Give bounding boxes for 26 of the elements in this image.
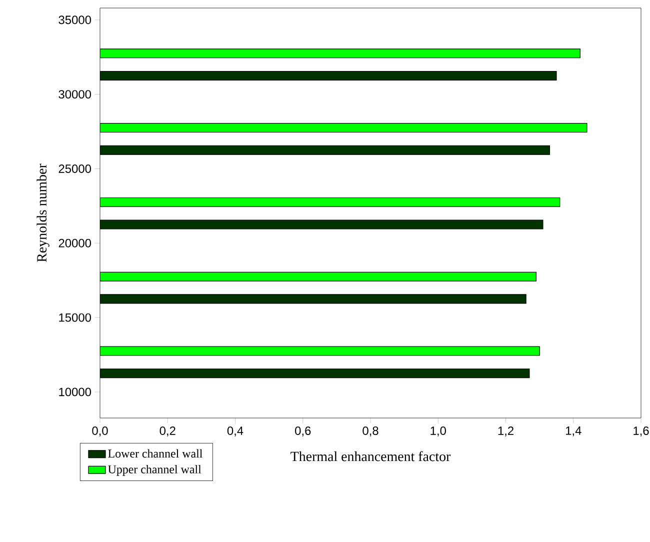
y-tick-label: 30000 xyxy=(58,90,92,99)
x-tick-label: 0,0 xyxy=(92,426,108,436)
y-tick-label: 10000 xyxy=(59,388,92,396)
bar xyxy=(100,48,580,58)
x-tick-label: 1,4 xyxy=(566,426,582,436)
x-axis-title: Thermal enhancement factor xyxy=(290,451,451,462)
bar xyxy=(100,123,588,133)
y-tick-label: 15000 xyxy=(59,313,92,322)
x-tick-label: 1,2 xyxy=(498,426,514,436)
legend-label: Upper channel wall xyxy=(108,464,202,476)
x-tick-label: 1,0 xyxy=(430,426,446,436)
y-axis-title: Reynolds number xyxy=(36,164,50,262)
y-tick-label: 25000 xyxy=(58,164,92,173)
legend-label: Lower channel wall xyxy=(108,449,202,458)
bar xyxy=(100,145,550,155)
y-tick-label: 35000 xyxy=(58,16,92,24)
bar xyxy=(100,197,560,207)
y-tick-label: 20000 xyxy=(58,238,92,248)
x-tick-label: 0,2 xyxy=(160,426,176,436)
x-tick-label: 0,6 xyxy=(295,426,311,436)
x-tick-label: 0,4 xyxy=(227,426,244,436)
bar xyxy=(100,368,530,378)
x-tick-label: 1,6 xyxy=(634,426,649,436)
x-tick-label: 0,8 xyxy=(362,426,378,436)
bar xyxy=(100,70,557,80)
bar xyxy=(100,272,536,282)
